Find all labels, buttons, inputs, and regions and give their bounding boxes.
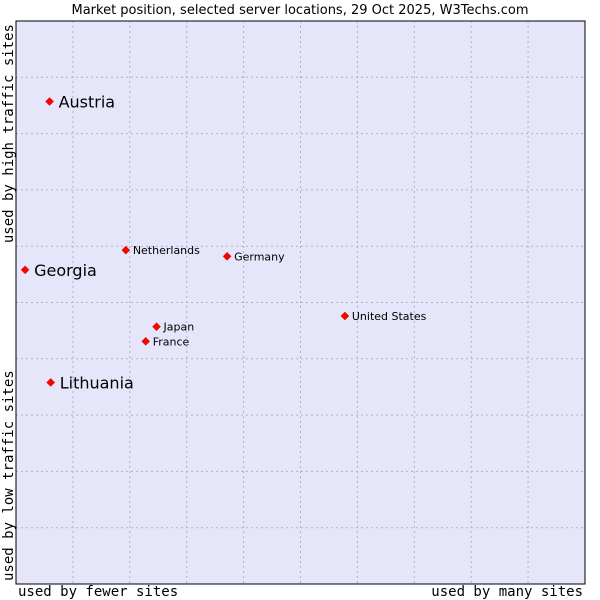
point-marker-austria bbox=[45, 97, 54, 106]
y-axis-label-bottom: used by low traffic sites bbox=[1, 370, 17, 581]
plot-border bbox=[15, 20, 586, 585]
point-marker-netherlands bbox=[121, 245, 131, 255]
chart-title: Market position, selected server locatio… bbox=[71, 3, 528, 18]
point-label-georgia: Georgia bbox=[34, 261, 97, 280]
point-label-austria: Austria bbox=[59, 93, 116, 112]
point-marker-united-states bbox=[340, 311, 350, 321]
x-axis-label-right: used by many sites bbox=[431, 584, 583, 600]
point-label-japan: Japan bbox=[163, 321, 195, 334]
point-label-united-states: United States bbox=[352, 310, 427, 323]
point-marker-lithuania bbox=[46, 378, 56, 387]
point-label-france: France bbox=[153, 335, 190, 348]
point-marker-georgia bbox=[20, 265, 30, 275]
x-axis-label-left: used by fewer sites bbox=[18, 584, 178, 600]
y-axis-label-top: used by high traffic sites bbox=[1, 24, 17, 243]
point-label-netherlands: Netherlands bbox=[133, 244, 200, 257]
data-points: Austria Georgia Lithuania Netherlands German… bbox=[20, 93, 427, 392]
point-label-germany: Germany bbox=[234, 250, 285, 263]
point-marker-germany bbox=[222, 251, 232, 261]
point-marker-france bbox=[141, 336, 151, 346]
grid-lines bbox=[16, 21, 585, 584]
point-label-lithuania: Lithuania bbox=[60, 373, 134, 392]
point-marker-japan bbox=[152, 322, 161, 332]
